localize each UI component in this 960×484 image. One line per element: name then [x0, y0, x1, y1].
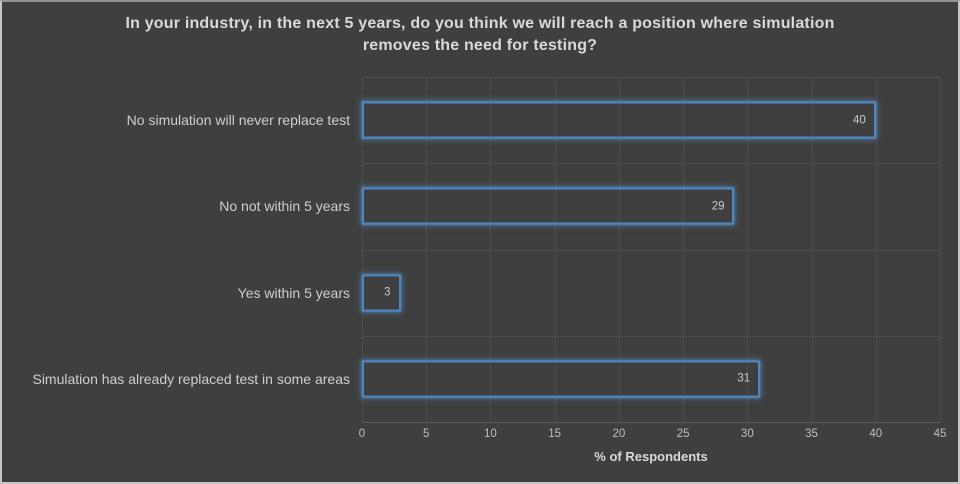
bar-value-label: 40: [852, 114, 866, 127]
chart-title-line-2: removes the need for testing?: [362, 37, 598, 54]
bar-series: 40 29 3 31: [362, 77, 940, 422]
bar-value-label: 31: [737, 372, 751, 385]
horizontal-gridline: [362, 335, 940, 337]
plot-area: 40 29 3 31: [362, 77, 941, 423]
bar: 29: [362, 187, 735, 225]
category-label: Simulation has already replaced test in …: [32, 370, 350, 387]
chart-title-line-1: In your industry, in the next 5 years, d…: [125, 15, 835, 32]
horizontal-gridline: [362, 163, 940, 165]
category-label: No simulation will never replace test: [126, 112, 350, 129]
bar: 3: [362, 274, 401, 312]
x-tick-label: 0: [358, 428, 366, 440]
chart-title: In your industry, in the next 5 years, d…: [2, 13, 958, 57]
bar: 31: [362, 360, 761, 398]
x-axis-line: [362, 422, 940, 423]
x-tick-label: 35: [805, 428, 818, 440]
bar-row: 29: [362, 163, 940, 249]
x-tick-label: 10: [484, 428, 497, 440]
category-label: No not within 5 years: [219, 198, 350, 215]
bar-row: 40: [362, 77, 940, 163]
vertical-gridline: [940, 77, 941, 422]
bar-row: 3: [362, 250, 940, 336]
category-axis: No simulation will never replace test No …: [10, 77, 350, 422]
x-axis-tick-labels: 0 5 10 15 20 25 30 35 40 45: [358, 426, 947, 442]
horizontal-gridline: [362, 77, 940, 78]
x-tick-label: 5: [423, 428, 430, 440]
x-tick-label: 20: [612, 428, 626, 440]
x-tick-label: 40: [869, 428, 883, 440]
category-label: Yes within 5 years: [237, 284, 350, 301]
bar: 40: [362, 101, 876, 139]
x-tick-label: 15: [548, 428, 562, 440]
horizontal-gridline: [362, 249, 940, 251]
bar-value-label: 3: [384, 286, 391, 299]
x-tick-label: 25: [676, 428, 690, 440]
bar-row: 31: [362, 336, 940, 422]
x-tick-label: 30: [740, 428, 754, 440]
bar-value-label: 29: [711, 200, 725, 213]
x-axis-title: % of Respondents: [594, 449, 708, 464]
x-tick-label: 45: [933, 428, 947, 440]
